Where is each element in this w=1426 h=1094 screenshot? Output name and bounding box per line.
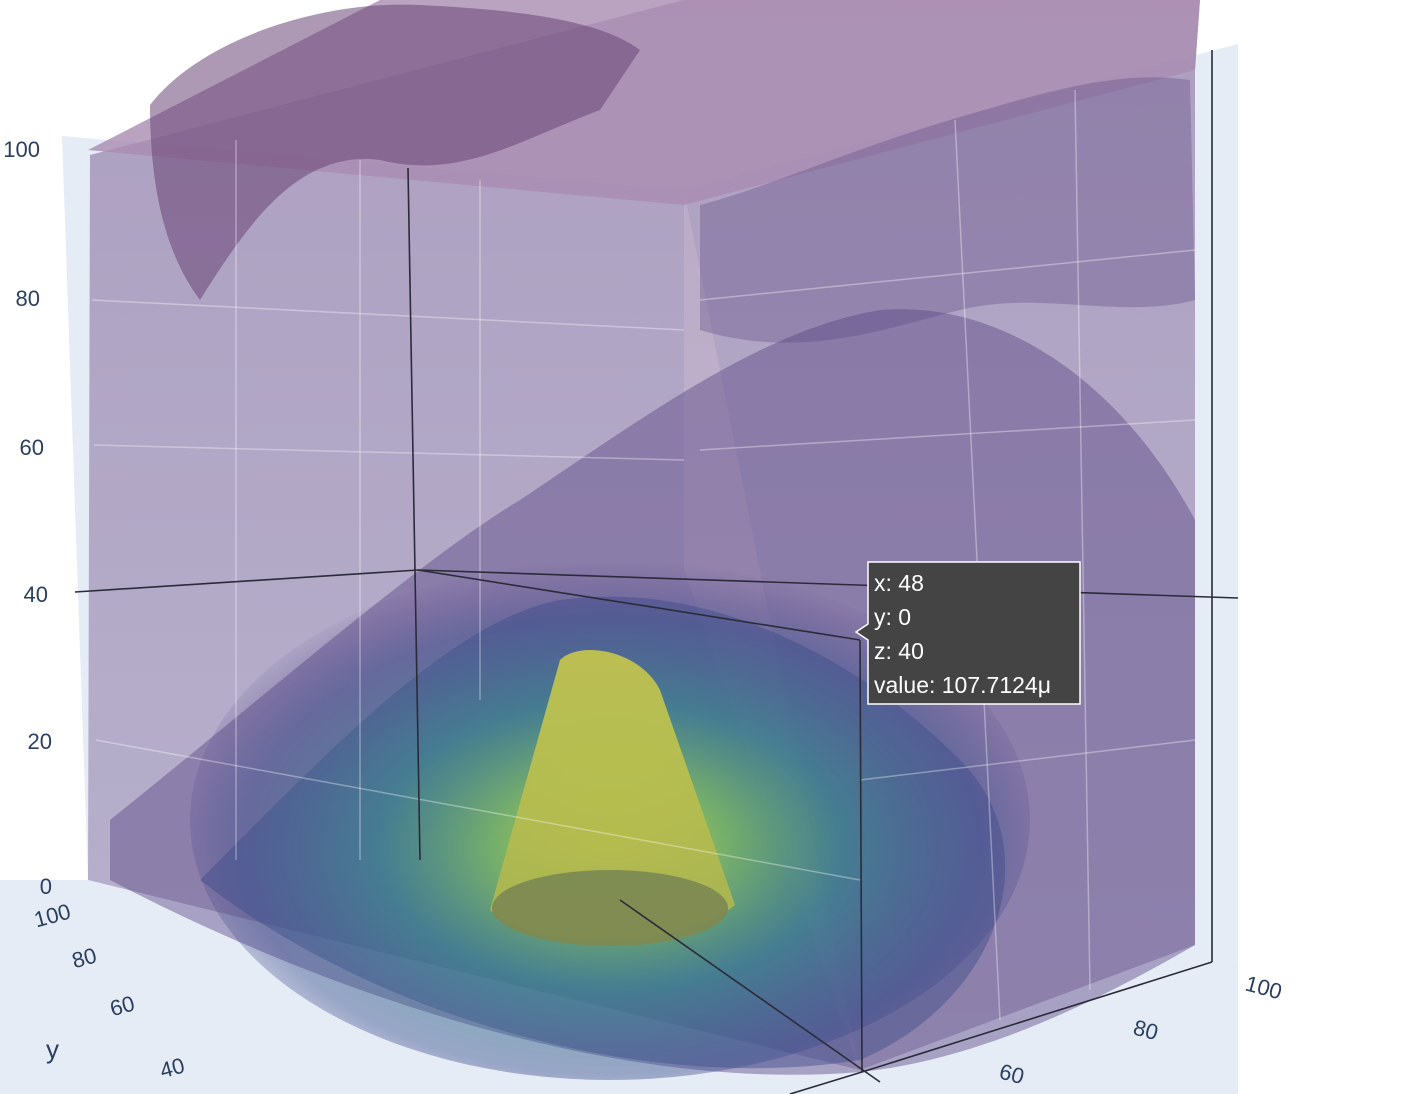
hover-line: z: 40 (874, 638, 924, 664)
z-tick-label: 20 (28, 729, 52, 754)
hover-line: y: 0 (874, 604, 911, 630)
hover-spikes (74, 50, 1239, 1094)
z-tick-label: 40 (24, 582, 48, 607)
volume-body (88, 0, 1200, 1080)
plume-base (492, 870, 728, 946)
volume-ridge-right (700, 77, 1195, 343)
hover-line: x: 48 (874, 570, 924, 596)
pane-floor (0, 880, 1238, 1094)
volume-ridge-upper (150, 4, 640, 301)
hover-tooltip: x: 48 y: 0 z: 40 value: 107.7124μ (854, 561, 1081, 705)
hover-line: value: 107.7124μ (874, 672, 1051, 698)
z-tick-label: 80 (16, 286, 40, 311)
hover-tooltip-box (854, 561, 1081, 705)
y-axis-title: y (46, 1034, 59, 1064)
z-tick-label: 100 (3, 137, 40, 162)
z-axis-ticks: 100 80 60 40 20 0 (3, 137, 52, 899)
plume-core (490, 650, 735, 942)
z-tick-label: 0 (40, 874, 52, 899)
x-tick-label: 100 (1243, 971, 1285, 1005)
z-tick-label: 60 (20, 435, 44, 460)
